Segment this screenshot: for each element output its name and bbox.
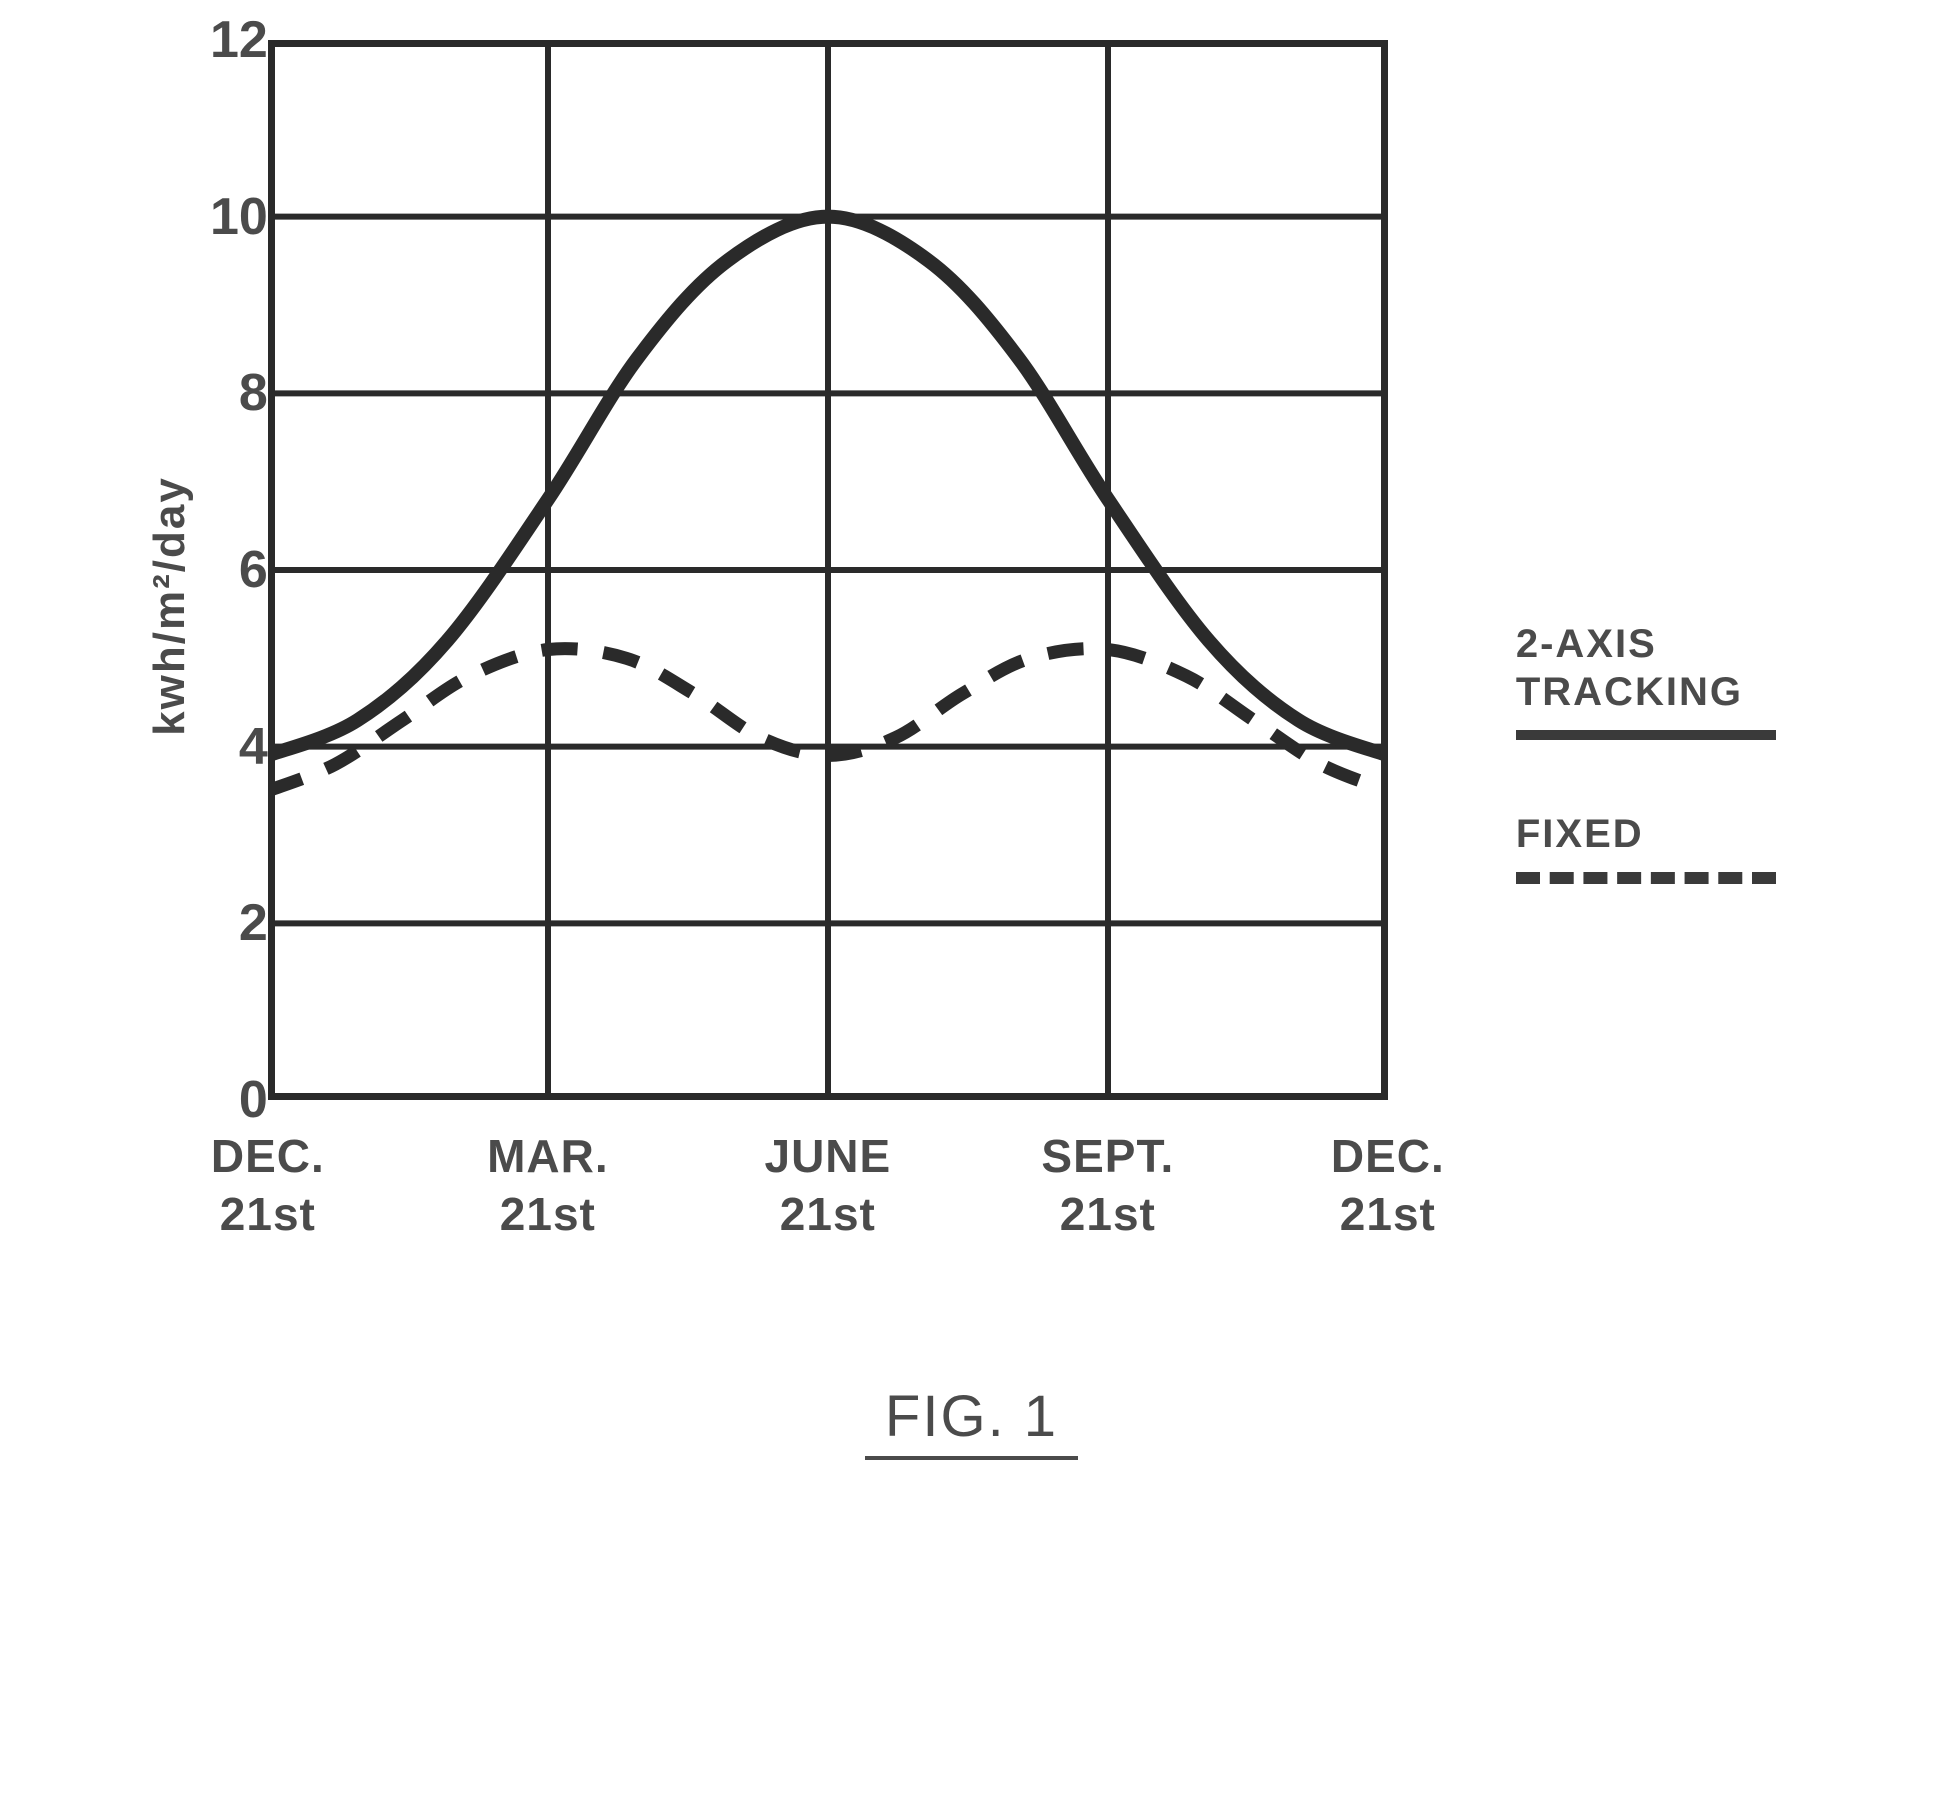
y-tick-label: 12 — [210, 14, 268, 66]
x-tick-label: DEC.21st — [1288, 1128, 1488, 1243]
legend-item: FIXED — [1516, 810, 1776, 884]
figure-container: kwh/m²/day 121086420 DEC.21stMAR.21stJUN… — [40, 40, 1903, 1460]
y-tick-label: 10 — [210, 191, 268, 243]
chart-svg — [268, 40, 1388, 1100]
x-tick-label: SEPT.21st — [1008, 1128, 1208, 1243]
ylabel-container: kwh/m²/day — [40, 581, 100, 582]
y-axis-ticks: 12 10 8 6 4 2 0 — [210, 14, 268, 1126]
x-tick-label: JUNE21st — [728, 1128, 928, 1243]
y-tick-label: 6 — [239, 544, 268, 596]
y-tick-label: 8 — [239, 367, 268, 419]
x-tick-label: DEC.21st — [168, 1128, 368, 1243]
legend-item: 2-AXISTRACKING — [1516, 620, 1776, 740]
legend-swatch — [1516, 730, 1776, 740]
plot-area — [268, 40, 1488, 1100]
figure-caption: FIG. 1 — [865, 1383, 1078, 1460]
y-tick-label: 2 — [239, 897, 268, 949]
x-axis-ticks: DEC.21st MAR.21st JUNE21st SEPT.21st DEC.21s… — [168, 1128, 1488, 1243]
y-axis-label: kwh/m²/day — [145, 476, 195, 736]
x-tick-label: MAR.21st — [448, 1128, 648, 1243]
y-tick-label: 0 — [239, 1074, 268, 1126]
plot-column: DEC.21stMAR.21stJUNE21stSEPT.21stDEC.21s… — [268, 40, 1488, 1243]
legend-swatch — [1516, 872, 1776, 884]
legend: 2-AXISTRACKING FIXED — [1516, 600, 1776, 884]
chart-row: kwh/m²/day 121086420 DEC.21stMAR.21stJUN… — [40, 40, 1903, 1243]
legend-label: FIXED — [1516, 810, 1776, 858]
legend-label: 2-AXISTRACKING — [1516, 620, 1776, 716]
y-tick-label: 4 — [239, 721, 268, 773]
